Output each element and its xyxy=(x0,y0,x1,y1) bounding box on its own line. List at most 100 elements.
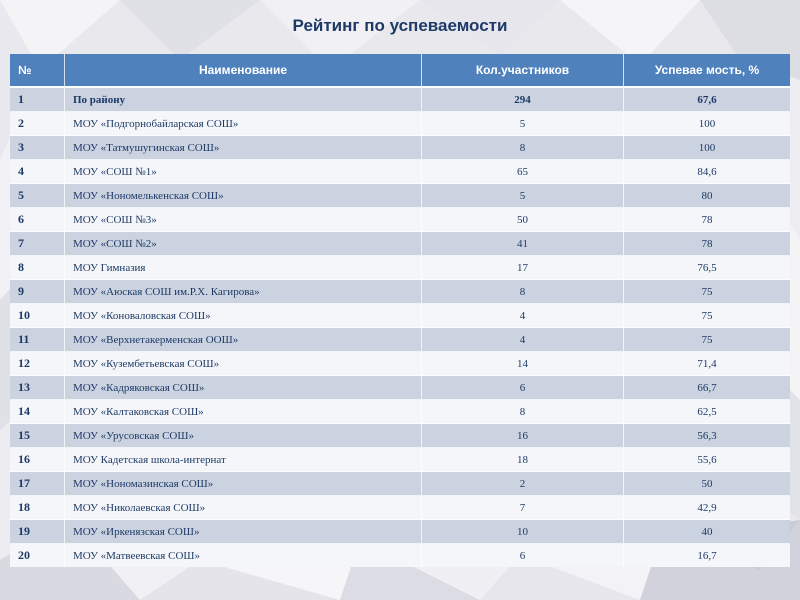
school-name-cell: МОУ «Нономелькенская СОШ» xyxy=(64,183,422,208)
participants-cell: 4 xyxy=(421,327,624,352)
page-title: Рейтинг по успеваемости xyxy=(292,16,508,35)
table-row: 12 МОУ «Кузембетьевская СОШ» 14 71,4 xyxy=(10,351,790,376)
row-number-cell: 1 xyxy=(10,86,65,112)
school-name-cell: МОУ «Николаевская СОШ» xyxy=(64,495,422,520)
performance-cell: 71,4 xyxy=(623,351,790,376)
row-number-cell: 15 xyxy=(10,423,65,448)
performance-cell: 16,7 xyxy=(623,543,790,567)
performance-cell: 75 xyxy=(623,303,790,328)
performance-cell: 78 xyxy=(623,231,790,256)
row-number-cell: 19 xyxy=(10,519,65,544)
row-number-cell: 11 xyxy=(10,327,65,352)
school-name-cell: МОУ «Иркенязская СОШ» xyxy=(64,519,422,544)
table-row: 4 МОУ «СОШ №1» 65 84,6 xyxy=(10,159,790,184)
participants-cell: 6 xyxy=(421,543,624,567)
row-number-cell: 5 xyxy=(10,183,65,208)
school-name-cell: МОУ Гимназия xyxy=(64,255,422,280)
school-name-cell: По району xyxy=(64,86,422,112)
row-number-cell: 9 xyxy=(10,279,65,304)
school-name-cell: МОУ «СОШ №2» xyxy=(64,231,422,256)
school-name-cell: МОУ «Коноваловская СОШ» xyxy=(64,303,422,328)
performance-cell: 62,5 xyxy=(623,399,790,424)
participants-cell: 18 xyxy=(421,447,624,472)
table-row: 8 МОУ Гимназия 17 76,5 xyxy=(10,255,790,280)
row-number-cell: 17 xyxy=(10,471,65,496)
row-number-cell: 18 xyxy=(10,495,65,520)
table-row: 13 МОУ «Кадряковская СОШ» 6 66,7 xyxy=(10,375,790,400)
school-name-cell: МОУ «СОШ №3» xyxy=(64,207,422,232)
participants-cell: 5 xyxy=(421,111,624,136)
participants-cell: 8 xyxy=(421,135,624,160)
table-row: 5 МОУ «Нономелькенская СОШ» 5 80 xyxy=(10,183,790,208)
performance-cell: 50 xyxy=(623,471,790,496)
table-row: 1 По району 294 67,6 xyxy=(10,86,790,112)
performance-cell: 55,6 xyxy=(623,447,790,472)
school-name-cell: МОУ «Татмушугинская СОШ» xyxy=(64,135,422,160)
school-name-cell: МОУ «Подгорнобайларская СОШ» xyxy=(64,111,422,136)
participants-cell: 17 xyxy=(421,255,624,280)
row-number-cell: 12 xyxy=(10,351,65,376)
table-row: 16 МОУ Кадетская школа-интернат 18 55,6 xyxy=(10,447,790,472)
row-number-cell: 16 xyxy=(10,447,65,472)
header-row: № Наименование Кол.участников Успевае мо… xyxy=(10,54,790,88)
table-row: 10 МОУ «Коноваловская СОШ» 4 75 xyxy=(10,303,790,328)
performance-cell: 42,9 xyxy=(623,495,790,520)
school-name-cell: МОУ «Нономазинская СОШ» xyxy=(64,471,422,496)
school-name-cell: МОУ Кадетская школа-интернат xyxy=(64,447,422,472)
row-number-cell: 3 xyxy=(10,135,65,160)
participants-cell: 16 xyxy=(421,423,624,448)
performance-cell: 84,6 xyxy=(623,159,790,184)
row-number-cell: 8 xyxy=(10,255,65,280)
participants-cell: 14 xyxy=(421,351,624,376)
participants-cell: 65 xyxy=(421,159,624,184)
participants-cell: 7 xyxy=(421,495,624,520)
participants-cell: 8 xyxy=(421,399,624,424)
school-name-cell: МОУ «Матвеевская СОШ» xyxy=(64,543,422,567)
performance-cell: 75 xyxy=(623,279,790,304)
participants-cell: 2 xyxy=(421,471,624,496)
row-number-cell: 6 xyxy=(10,207,65,232)
performance-cell: 40 xyxy=(623,519,790,544)
performance-cell: 100 xyxy=(623,111,790,136)
row-number-cell: 20 xyxy=(10,543,65,567)
table-row: 15 МОУ «Урусовская СОШ» 16 56,3 xyxy=(10,423,790,448)
participants-cell: 8 xyxy=(421,279,624,304)
performance-cell: 56,3 xyxy=(623,423,790,448)
participants-cell: 41 xyxy=(421,231,624,256)
table-row: 11 МОУ «Верхнетакерменская ООШ» 4 75 xyxy=(10,327,790,352)
school-name-cell: МОУ «Кузембетьевская СОШ» xyxy=(64,351,422,376)
row-number-cell: 14 xyxy=(10,399,65,424)
table-row: 18 МОУ «Николаевская СОШ» 7 42,9 xyxy=(10,495,790,520)
school-name-cell: МОУ «Верхнетакерменская ООШ» xyxy=(64,327,422,352)
school-name-cell: МОУ «Калтаковская СОШ» xyxy=(64,399,422,424)
performance-cell: 66,7 xyxy=(623,375,790,400)
row-number-cell: 10 xyxy=(10,303,65,328)
performance-cell: 67,6 xyxy=(623,86,790,112)
table-row: 17 МОУ «Нономазинская СОШ» 2 50 xyxy=(10,471,790,496)
performance-cell: 100 xyxy=(623,135,790,160)
table-row: 6 МОУ «СОШ №3» 50 78 xyxy=(10,207,790,232)
participants-cell: 6 xyxy=(421,375,624,400)
table-row: 19 МОУ «Иркенязская СОШ» 10 40 xyxy=(10,519,790,544)
table-row: 14 МОУ «Калтаковская СОШ» 8 62,5 xyxy=(10,399,790,424)
row-number-cell: 2 xyxy=(10,111,65,136)
row-number-cell: 7 xyxy=(10,231,65,256)
row-number-cell: 13 xyxy=(10,375,65,400)
school-name-cell: МОУ «Кадряковская СОШ» xyxy=(64,375,422,400)
school-name-cell: МОУ «Урусовская СОШ» xyxy=(64,423,422,448)
participants-cell: 4 xyxy=(421,303,624,328)
performance-cell: 75 xyxy=(623,327,790,352)
table-row: 7 МОУ «СОШ №2» 41 78 xyxy=(10,231,790,256)
performance-cell: 80 xyxy=(623,183,790,208)
table-row: 9 МОУ «Аюская СОШ им.Р.Х. Кагирова» 8 75 xyxy=(10,279,790,304)
header-name: Наименование xyxy=(64,54,422,88)
header-participants: Кол.участников xyxy=(421,54,624,88)
school-name-cell: МОУ «СОШ №1» xyxy=(64,159,422,184)
header-performance: Успевае мость, % xyxy=(623,54,790,88)
performance-cell: 78 xyxy=(623,207,790,232)
table-body: 1 По району 294 67,6 2 МОУ «Подгорнобайларска… xyxy=(10,86,790,567)
header-number: № xyxy=(10,54,65,88)
participants-cell: 50 xyxy=(421,207,624,232)
school-name-cell: МОУ «Аюская СОШ им.Р.Х. Кагирова» xyxy=(64,279,422,304)
